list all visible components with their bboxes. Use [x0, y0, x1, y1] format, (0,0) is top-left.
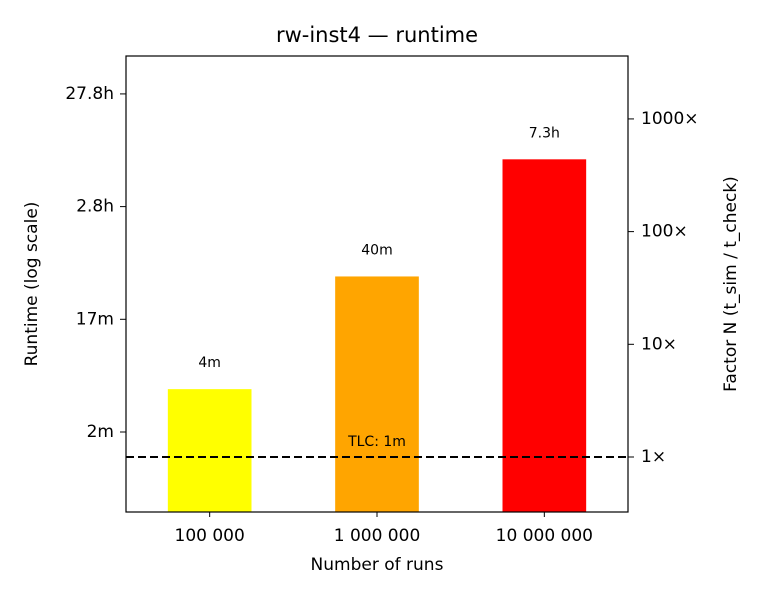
- y-tick-label: 2.8h: [76, 197, 114, 217]
- bar: [167, 389, 252, 512]
- x-tick-label: 100 000: [175, 526, 245, 546]
- value-label: 40m: [361, 242, 392, 258]
- y2-axis-label: Factor N (t_sim / t_check): [721, 176, 741, 392]
- value-label: 7.3h: [529, 125, 560, 141]
- y2-tick-label: 1000×: [641, 109, 699, 129]
- bar: [502, 159, 587, 513]
- y2-tick-label: 100×: [641, 222, 688, 242]
- bar: [335, 276, 419, 512]
- y-tick-label: 2m: [87, 422, 114, 442]
- y-tick-label: 27.8h: [65, 84, 114, 104]
- x-axis-label: Number of runs: [311, 555, 444, 575]
- y-axis-label: Runtime (log scale): [22, 202, 42, 367]
- reference-label: TLC: 1m: [347, 434, 406, 450]
- x-tick-label: 10 000 000: [496, 526, 593, 546]
- plot-frame: [125, 55, 629, 513]
- x-tick-label: 1 000 000: [334, 526, 421, 546]
- y2-tick-label: 1×: [641, 447, 666, 467]
- value-label: 4m: [198, 355, 221, 371]
- y2-tick-label: 10×: [641, 334, 677, 354]
- y-tick-label: 17m: [76, 309, 114, 329]
- chart-title: rw-inst4 — runtime: [276, 23, 478, 47]
